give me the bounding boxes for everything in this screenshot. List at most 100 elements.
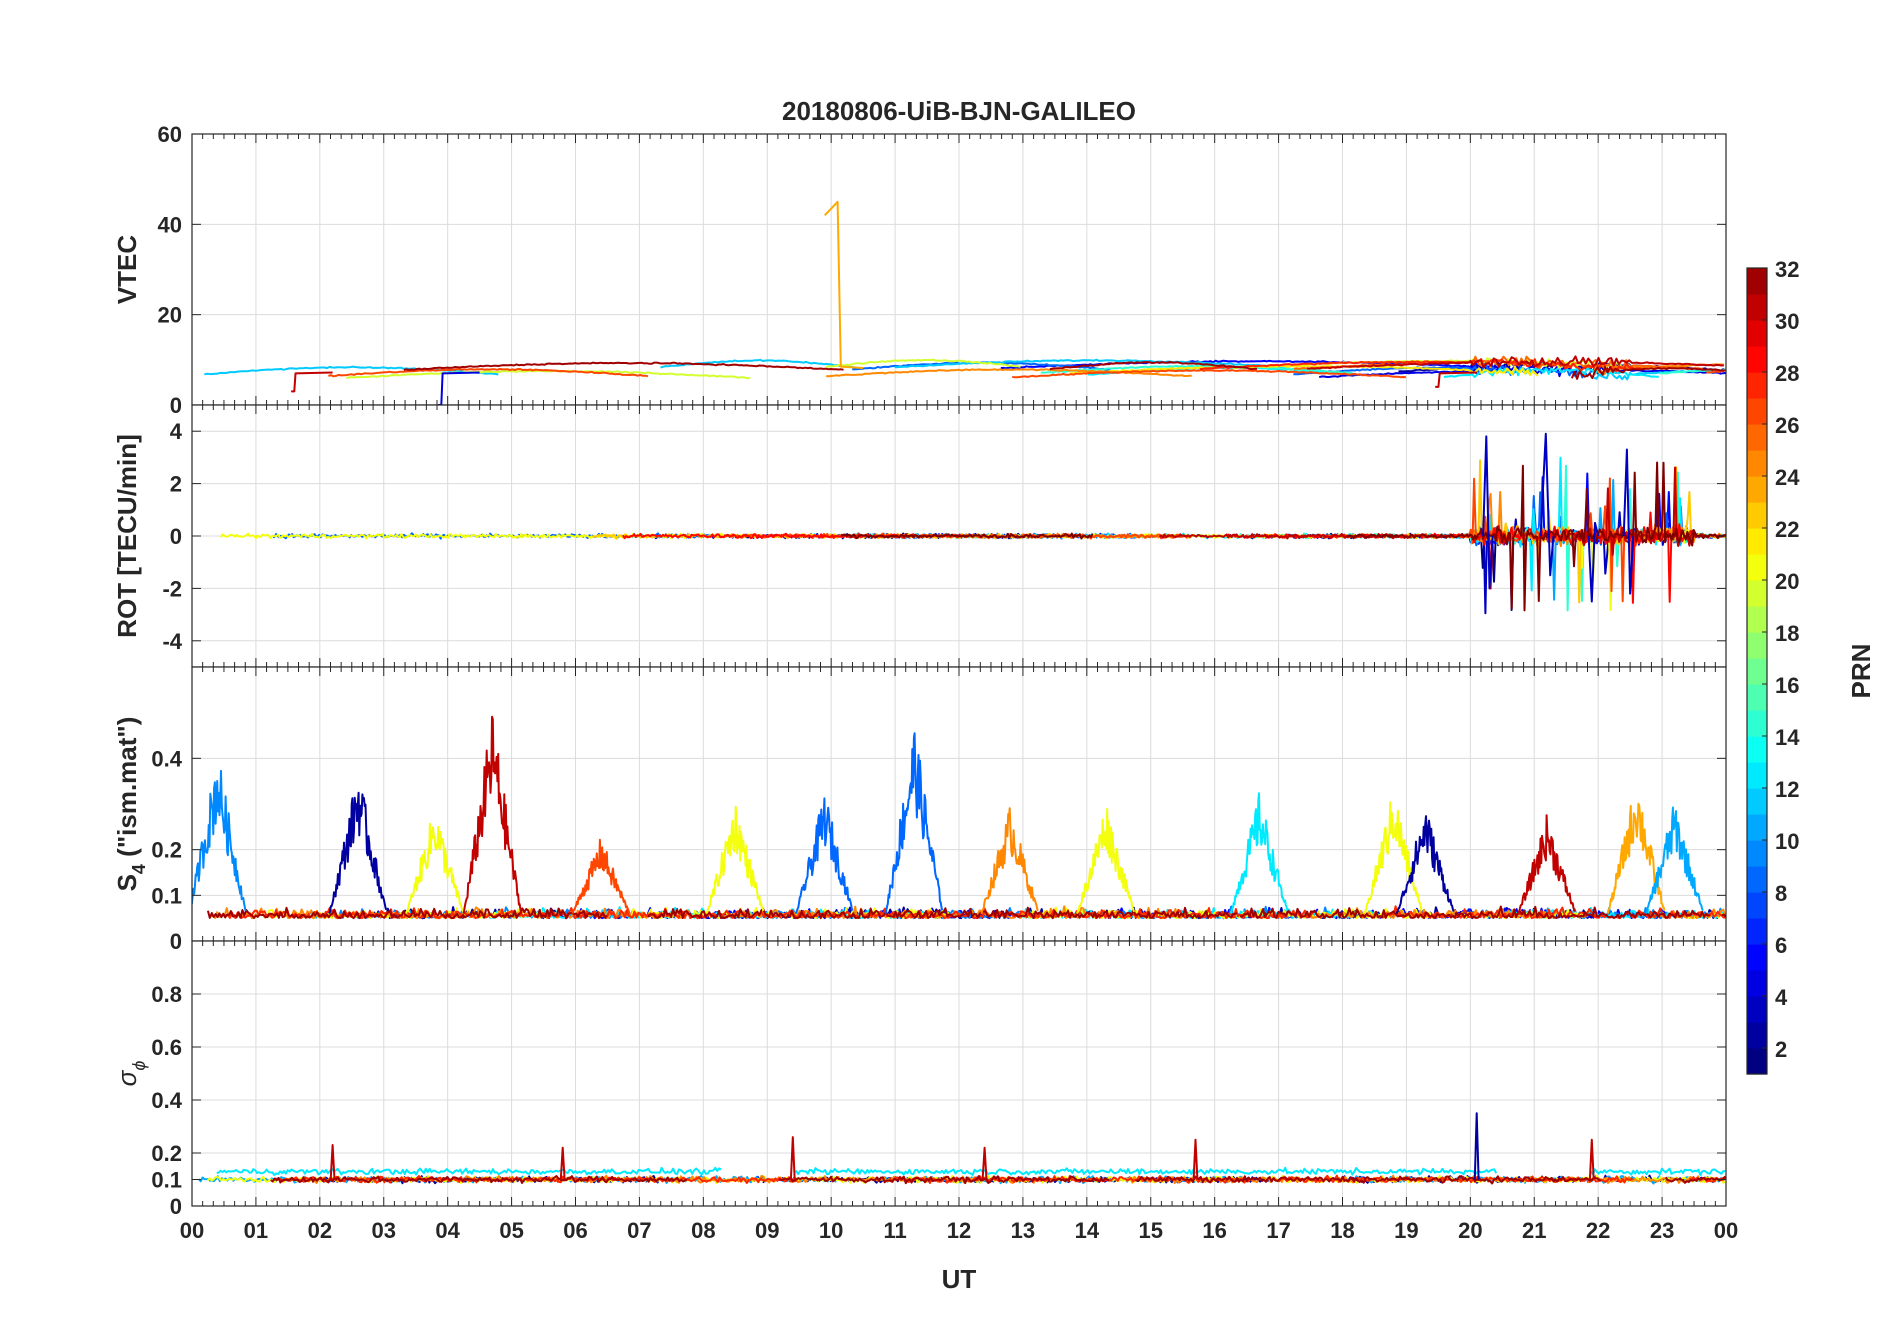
colorbar-swatch bbox=[1747, 840, 1767, 867]
series-line-prn-32 bbox=[1346, 461, 1726, 612]
colorbar-swatch bbox=[1747, 346, 1767, 373]
panel-sigma_phi: 00.10.2 0.4 0.6 0.8 σϕ 00 01 02 03 04 05 06 07 08 09 10… bbox=[112, 940, 1738, 1243]
series-peak-13 bbox=[1517, 814, 1576, 915]
x-tick-label: 14 bbox=[1075, 1218, 1100, 1243]
colorbar-swatch bbox=[1747, 866, 1767, 893]
series-spike-2 bbox=[789, 1136, 796, 1180]
y-axis-label-rest: ("ism.mat") bbox=[112, 717, 142, 864]
colorbar-swatch bbox=[1747, 710, 1767, 737]
series-line-prn-31 bbox=[1664, 1175, 1726, 1184]
y-tick-label: 0.1 bbox=[151, 883, 182, 908]
panel-rot: -4 -2 0 2 4 ROT [TECU/min] bbox=[112, 404, 1727, 668]
colorbar-swatch bbox=[1747, 788, 1767, 815]
y-axis-label: S4 ("ism.mat") bbox=[112, 717, 149, 892]
series-line-prn-12 bbox=[216, 1166, 722, 1177]
series-spike-6 bbox=[1588, 1138, 1595, 1180]
series-line-prn-12 bbox=[794, 1166, 1498, 1176]
colorbar-swatch bbox=[1747, 762, 1767, 789]
y-tick-label: 2 bbox=[170, 472, 182, 497]
colorbar-swatch bbox=[1747, 1048, 1767, 1075]
series-line-prn-19 bbox=[825, 358, 1021, 369]
colorbar-tick-label: 30 bbox=[1775, 309, 1799, 334]
x-tick-label: 22 bbox=[1586, 1218, 1610, 1243]
colorbar-swatch bbox=[1747, 528, 1767, 555]
x-tick-label: 03 bbox=[372, 1218, 396, 1243]
colorbar-swatch bbox=[1747, 1022, 1767, 1049]
series-peak-3 bbox=[462, 715, 523, 914]
y-axis-label-sub: 4 bbox=[129, 864, 149, 874]
series-spike bbox=[1539, 432, 1555, 577]
colorbar-tick-label: 20 bbox=[1775, 569, 1799, 594]
series-spike bbox=[824, 200, 864, 369]
series-line-prn-11 bbox=[204, 365, 499, 376]
y-axis-label-sub: ϕ bbox=[129, 1061, 149, 1071]
series-spike-1 bbox=[559, 1146, 566, 1180]
series-group bbox=[192, 715, 1726, 920]
x-tick-label: 06 bbox=[563, 1218, 587, 1243]
colorbar-tick-label: 28 bbox=[1775, 361, 1799, 386]
y-axis-label: ROT [TECU/min] bbox=[112, 434, 142, 638]
y-tick-label: 0.8 bbox=[151, 982, 182, 1007]
colorbar-frame bbox=[1746, 267, 1768, 1075]
series-line-prn-31 bbox=[1135, 1175, 1602, 1185]
series-peak-2 bbox=[405, 822, 465, 914]
colorbar-tick-label: 32 bbox=[1775, 257, 1799, 282]
series-line-prn-21 bbox=[1069, 364, 1539, 377]
series-line-prn-31 bbox=[1239, 905, 1711, 920]
series-line-prn-31 bbox=[778, 1175, 1110, 1185]
series-line-prn-32 bbox=[841, 532, 1094, 540]
y-tick-label: -4 bbox=[162, 629, 182, 654]
x-ticks bbox=[191, 941, 1727, 1207]
colorbar-swatch bbox=[1747, 658, 1767, 685]
x-tick-label: 20 bbox=[1458, 1218, 1482, 1243]
x-tick-label: 04 bbox=[435, 1218, 460, 1243]
y-tick-label: 0.4 bbox=[151, 746, 182, 771]
y-tick-label: 0 bbox=[170, 1194, 182, 1219]
x-tick-label: 10 bbox=[819, 1218, 843, 1243]
colorbar-swatch bbox=[1747, 476, 1767, 503]
x-tick-label: 19 bbox=[1394, 1218, 1418, 1243]
series-dropout bbox=[1435, 371, 1477, 388]
colorbar-swatch bbox=[1747, 372, 1767, 399]
colorbar-swatch bbox=[1747, 554, 1767, 581]
x-tick-label: 17 bbox=[1266, 1218, 1290, 1243]
series-group bbox=[220, 432, 1726, 615]
panel-s4: 00.10.20.4S4 ("ism.mat") bbox=[112, 666, 1727, 954]
x-tick-label: 12 bbox=[947, 1218, 971, 1243]
y-tick-label: 0.2 bbox=[151, 838, 182, 863]
colorbar-tick-label: 2 bbox=[1775, 1037, 1787, 1062]
y-tick-label: 0.6 bbox=[151, 1035, 182, 1060]
colorbar-swatch bbox=[1747, 580, 1767, 607]
y-axis-label: σϕ bbox=[112, 1061, 149, 1087]
panel-vtec: 0 20 40 60 VTEC bbox=[112, 122, 1727, 418]
series-line-prn-31 bbox=[403, 361, 844, 371]
colorbar-tick-label: 22 bbox=[1775, 517, 1799, 542]
colorbar-swatch bbox=[1747, 268, 1767, 295]
x-tick-label: 00 bbox=[180, 1218, 204, 1243]
series-peak-1 bbox=[328, 791, 388, 914]
colorbar-tick-label: 12 bbox=[1775, 777, 1799, 802]
y-tick-label: -2 bbox=[162, 576, 182, 601]
colorbar-swatch bbox=[1747, 502, 1767, 529]
series-group bbox=[198, 1112, 1726, 1185]
chart-title: 20180806-UiB-BJN-GALILEO bbox=[782, 96, 1136, 126]
colorbar-swatch bbox=[1747, 294, 1767, 321]
colorbar-label: PRN bbox=[1846, 644, 1876, 699]
colorbar-tick-label: 24 bbox=[1775, 465, 1800, 490]
colorbar-swatch bbox=[1747, 632, 1767, 659]
series-peak-12 bbox=[1395, 815, 1455, 914]
series-peak-4 bbox=[571, 838, 631, 915]
y-tick-label: 60 bbox=[158, 122, 182, 147]
y-tick-label: 0 bbox=[170, 393, 182, 418]
series-spike-4 bbox=[1192, 1138, 1199, 1180]
x-tick-label: 15 bbox=[1139, 1218, 1163, 1243]
x-tick-label: 13 bbox=[1011, 1218, 1035, 1243]
colorbar-tick-label: 6 bbox=[1775, 933, 1787, 958]
series-line-prn-11 bbox=[894, 358, 1291, 369]
colorbar-swatch bbox=[1747, 944, 1767, 971]
colorbar-swatch bbox=[1747, 450, 1767, 477]
y-tick-label: 0.2 bbox=[151, 1141, 182, 1166]
x-tick-label: 18 bbox=[1330, 1218, 1354, 1243]
